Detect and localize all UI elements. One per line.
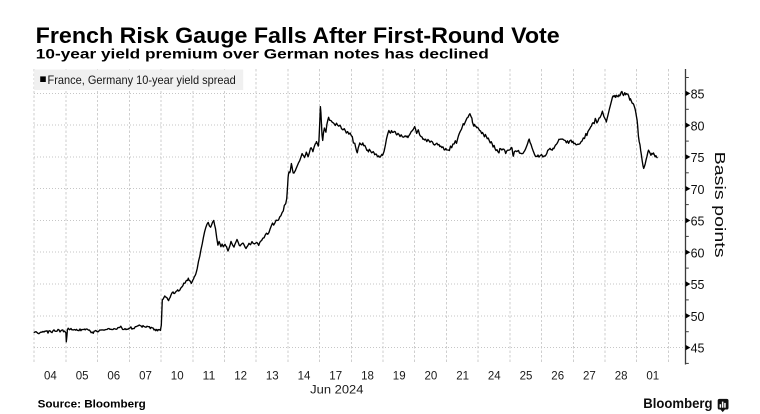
svg-text:01: 01 [646, 368, 659, 382]
svg-text:Jun 2024: Jun 2024 [310, 383, 364, 396]
svg-text:27: 27 [583, 368, 596, 382]
svg-text:07: 07 [139, 368, 152, 382]
svg-text:55: 55 [691, 277, 705, 292]
svg-text:24: 24 [488, 368, 501, 382]
svg-text:13: 13 [266, 368, 279, 382]
svg-text:Bloomberg: Bloomberg [643, 396, 712, 411]
svg-text:05: 05 [76, 368, 89, 382]
svg-text:75: 75 [691, 150, 705, 165]
svg-text:06: 06 [107, 368, 120, 382]
svg-text:18: 18 [361, 368, 374, 382]
svg-text:17: 17 [329, 368, 342, 382]
svg-text:Source: Bloomberg: Source: Bloomberg [38, 399, 146, 411]
svg-text:19: 19 [393, 368, 406, 382]
svg-text:Basis points: Basis points [711, 152, 728, 258]
svg-text:20: 20 [425, 368, 438, 382]
svg-text:85: 85 [691, 87, 705, 102]
svg-text:04: 04 [44, 368, 57, 382]
svg-text:60: 60 [691, 245, 705, 260]
svg-text:France, Germany 10-year yield: France, Germany 10-year yield spread [48, 73, 236, 87]
svg-text:45: 45 [691, 341, 705, 356]
svg-text:26: 26 [551, 368, 564, 382]
svg-text:French Risk Gauge Falls After: French Risk Gauge Falls After First-Roun… [36, 23, 560, 48]
svg-text:21: 21 [456, 368, 469, 382]
svg-text:11: 11 [203, 368, 216, 382]
svg-text:10-year yield premium over Ger: 10-year yield premium over German notes … [36, 47, 489, 62]
svg-text:70: 70 [691, 182, 705, 197]
svg-text:25: 25 [520, 368, 533, 382]
svg-text:14: 14 [298, 368, 311, 382]
svg-text:28: 28 [615, 368, 628, 382]
svg-text:50: 50 [691, 309, 705, 324]
svg-text:12: 12 [234, 368, 247, 382]
svg-text:80: 80 [691, 118, 705, 133]
svg-text:10: 10 [171, 368, 184, 382]
svg-text:65: 65 [691, 214, 705, 229]
